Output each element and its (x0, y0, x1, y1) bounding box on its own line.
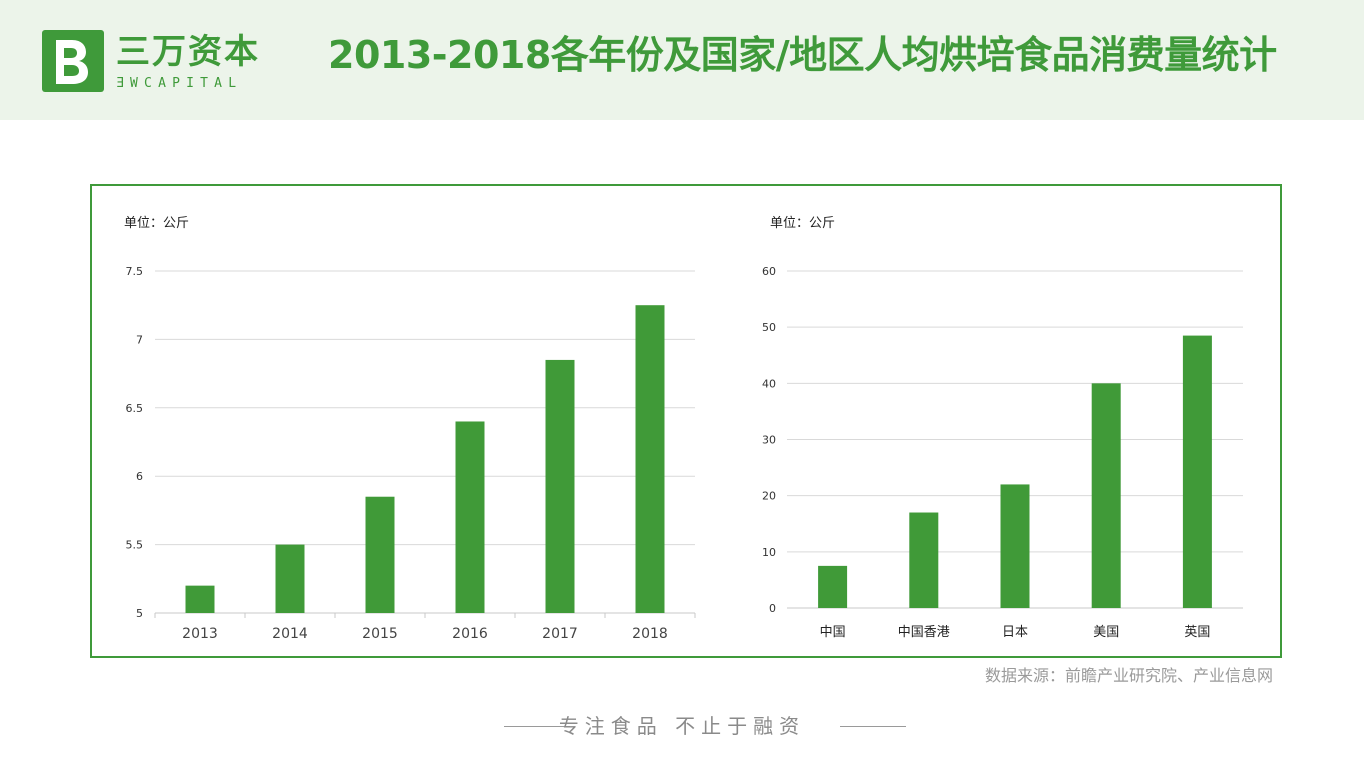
y-tick-label: 0 (769, 602, 776, 615)
logo-text-cn: 三万资本 (116, 32, 260, 72)
x-category-label: 2017 (542, 626, 578, 642)
right-chart-unit-label: 单位：公斤 (770, 216, 836, 231)
chart-1: 5 5.5 6 6.5 7 7.5 2013 2014 2015 2016 2017 2018 (126, 265, 696, 642)
data-source: 数据来源：前瞻产业研究院、产业信息网 (984, 666, 1273, 685)
y-tick-label: 7 (136, 333, 143, 346)
slogan-divider-right (840, 726, 906, 727)
x-category-label: 中国香港 (898, 625, 950, 640)
x-category-label: 2016 (452, 626, 488, 642)
company-logo: 三万资本 ƎWCAPITAL (42, 30, 282, 94)
y-tick-label: 5.5 (126, 539, 144, 552)
y-tick-label: 7.5 (126, 265, 144, 278)
x-category-label: 2013 (182, 626, 218, 642)
y-tick-label: 40 (762, 377, 776, 390)
bar-2018 (635, 305, 665, 613)
y-tick-label: 6.5 (126, 402, 144, 415)
bar-日本 (1000, 484, 1030, 608)
y-tick-label: 60 (762, 265, 776, 278)
x-category-label: 2015 (362, 626, 398, 642)
chart-2: 0 10 20 30 40 50 60 中国 中国香港 日本 美国 英国 (762, 265, 1243, 640)
y-tick-label: 50 (762, 321, 776, 334)
bar-中国香港 (909, 512, 939, 608)
bar-2015 (365, 496, 395, 613)
bar-中国 (818, 565, 848, 608)
y-tick-label: 10 (762, 546, 776, 559)
bar-美国 (1091, 383, 1121, 608)
logo-text-en: ƎWCAPITAL (116, 76, 243, 91)
header-bar: 三万资本 ƎWCAPITAL 2013-2018各年份及国家/地区人均烘培食品消… (0, 0, 1364, 120)
slogan-text: 专注食品 不止于融资 (558, 714, 806, 738)
logo-mark-icon (42, 30, 104, 92)
x-category-label: 日本 (1002, 625, 1028, 640)
left-chart-unit-label: 单位：公斤 (124, 216, 190, 231)
slogan-divider-left (504, 726, 570, 727)
x-category-label: 2014 (272, 626, 308, 642)
y-tick-label: 20 (762, 490, 776, 503)
page-title: 2013-2018各年份及国家/地区人均烘培食品消费量统计 (328, 33, 1277, 77)
slogan: 专注食品 不止于融资 (0, 712, 1364, 740)
y-tick-label: 6 (136, 470, 143, 483)
y-tick-label: 30 (762, 434, 776, 447)
x-category-label: 中国 (820, 625, 846, 640)
bar-2017 (545, 359, 575, 613)
bar-2013 (185, 585, 215, 613)
x-category-label: 英国 (1184, 625, 1210, 640)
bar-英国 (1182, 335, 1212, 608)
bar-2016 (455, 421, 485, 613)
x-category-label: 美国 (1093, 625, 1119, 640)
bar-2014 (275, 544, 305, 613)
x-category-label: 2018 (632, 626, 668, 642)
y-tick-label: 5 (136, 607, 143, 620)
